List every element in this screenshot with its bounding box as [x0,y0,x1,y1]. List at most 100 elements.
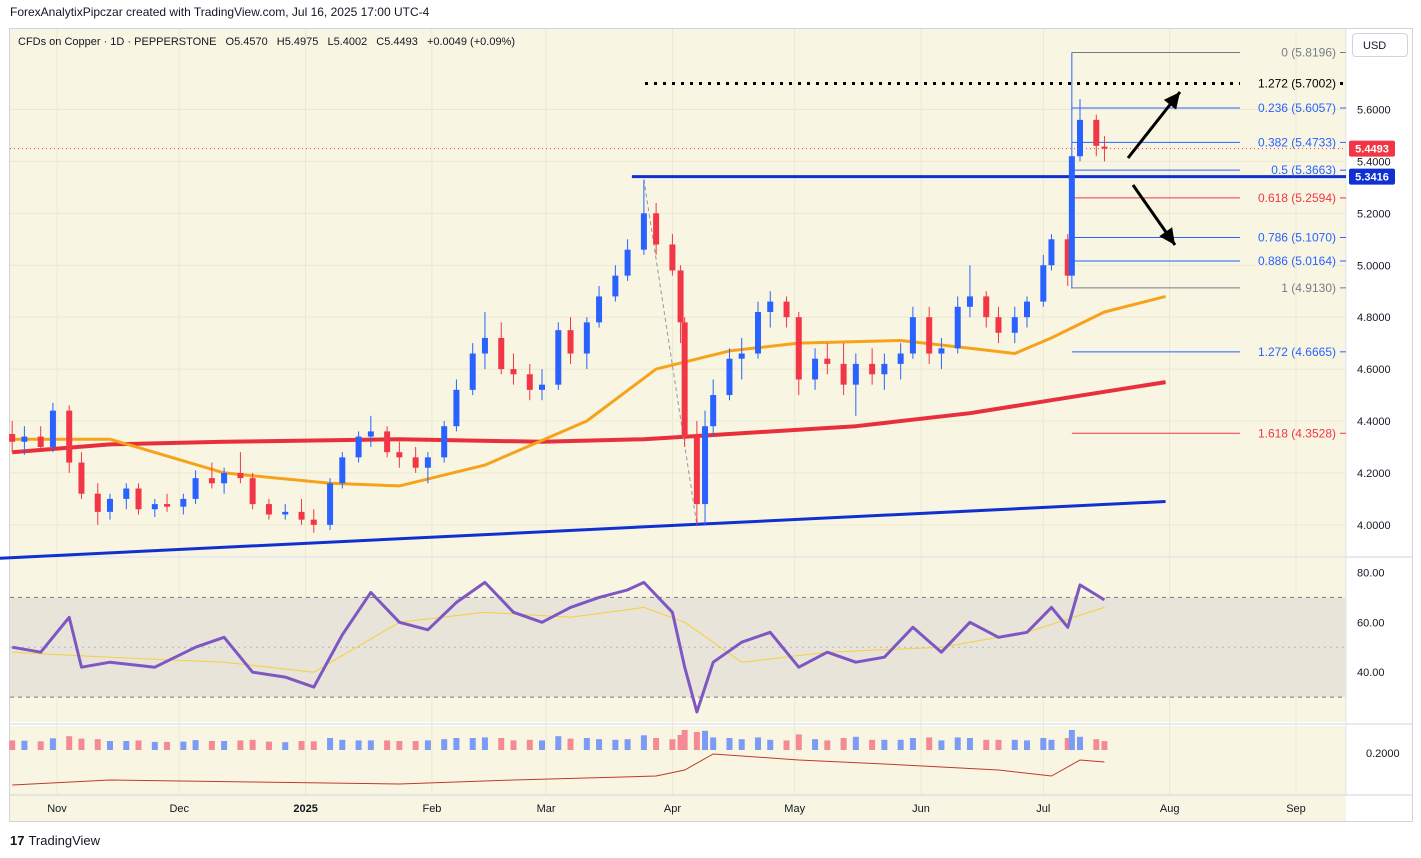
candle-body [498,337,505,370]
price-tick-label: 4.8000 [1357,312,1391,324]
candle-body [94,493,101,512]
candle-body [995,317,1002,333]
volume-bar [640,735,647,750]
candle-body [469,353,476,390]
logo-text: TradingView [28,833,101,848]
fib-level-label: 1.272 (4.6665) [1258,345,1336,359]
candle-body [897,353,904,364]
rsi-tick-label: 40.00 [1357,667,1385,679]
candle-body [192,478,199,499]
volume-bar [926,737,933,750]
volume-bar [583,738,590,750]
volume-bar [983,739,990,750]
volume-bar [852,736,859,750]
candle-body [1064,239,1071,276]
currency-button[interactable]: USD [1352,33,1408,57]
volume-bar [710,737,717,750]
candle-body [208,478,215,484]
volume-bar [78,738,85,750]
symbol-info-bar[interactable]: CFDs on Copper · 1D · PEPPERSTONE O5.457… [18,36,521,48]
candle-body [106,498,113,512]
last-price-badge-bg [1349,140,1395,157]
candle-body [681,322,688,437]
candle-body [983,296,990,318]
ohlc-low: L5.4002 [327,36,368,48]
volume-bar [869,739,876,750]
volume-bar [367,740,374,750]
candle-body [9,433,16,442]
candle-body [221,472,228,484]
candle-body [298,511,305,520]
resistance-price-badge-bg [1349,168,1395,185]
candle-body [767,301,774,312]
volume-bar [755,737,762,750]
candle-body [954,306,961,349]
candle-body [966,296,973,307]
volume-bar [469,738,476,750]
resistance-price-badge: 5.3416 [1355,172,1389,184]
time-tick-label: May [784,803,805,815]
candle-body [355,436,362,458]
candle-body [755,311,762,354]
candle-body [852,363,859,385]
volume-bar [21,740,28,750]
candle-body [384,431,391,453]
price-tick-label: 5.4000 [1357,156,1391,168]
volume-bar [909,738,916,750]
fib-level-label: 0.236 (5.6057) [1258,101,1336,115]
ohlc-high: H5.4975 [276,36,319,48]
candle-body [783,301,790,318]
volume-bar [726,738,733,750]
fib-level-label: 1.618 (4.3528) [1258,426,1336,440]
rsi-line [11,580,1106,714]
volume-bar [249,739,256,750]
candle-body [424,457,431,468]
candle-body [453,389,460,427]
volume-bar [151,741,158,750]
volume-bar [192,740,199,750]
bearish-scenario-arrow-head [1159,227,1175,245]
volume-bar [1048,739,1055,750]
volume-bar [612,739,619,750]
candle-body [812,358,819,380]
volume-bar [123,741,130,750]
volume-bar [938,740,945,750]
candle-body [151,504,158,510]
fib-level-label: 0.886 (5.0164) [1258,254,1336,268]
candle-body [49,410,56,447]
volume-bar [481,737,488,750]
candle-body [441,426,448,458]
candle-body [840,363,847,385]
candle-body [555,330,562,385]
candle-body [1076,119,1083,157]
volume-bar [995,739,1002,750]
volume-bar [1076,736,1083,750]
volume-bar [596,739,603,750]
price-tick-label: 5.6000 [1357,104,1391,116]
rsi-tick-label: 80.00 [1357,567,1385,579]
volume-bar [66,736,73,750]
candle-body [583,322,590,354]
volume-bar [624,739,631,750]
tradingview-logo[interactable]: 17 TradingView [10,833,100,848]
price-tick-label: 5.0000 [1357,260,1391,272]
volume-bar [824,740,831,750]
volume-bar [265,741,272,750]
volume-bar [954,737,961,750]
rising-trendline [0,499,1166,560]
volume-bar [840,738,847,750]
fib-level-label: 0.382 (5.4733) [1258,135,1336,149]
volume-bar [441,739,448,750]
time-tick-label: Jun [912,803,930,815]
volume-bar [783,740,790,750]
volume-bar [653,738,660,750]
candle-body [526,374,533,390]
candle-body [21,436,28,442]
candle-body [726,358,733,396]
candle-body [1011,317,1018,333]
candle-body [249,478,256,505]
volume-bar [539,740,546,750]
time-tick-label: Aug [1160,803,1180,815]
candle-body [66,410,73,463]
